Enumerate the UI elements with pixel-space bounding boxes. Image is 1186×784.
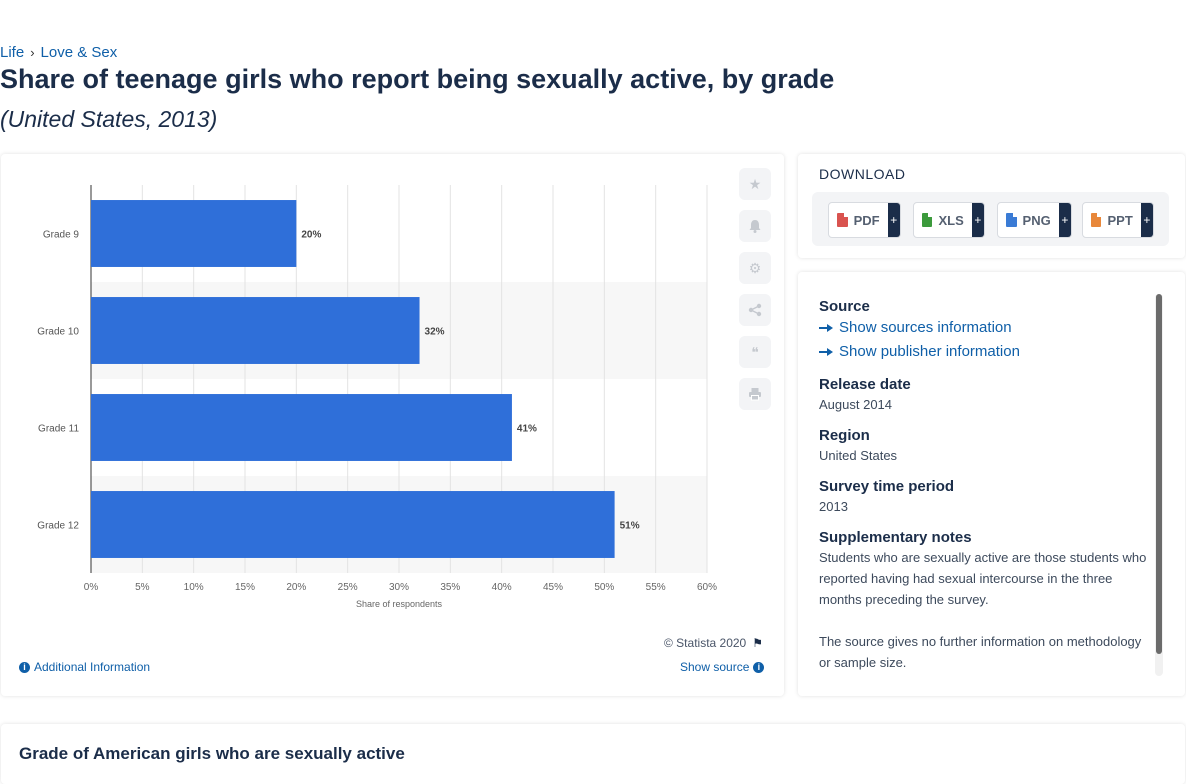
related-card: Grade of American girls who are sexually… — [1, 724, 1185, 784]
x-tick-label: 10% — [184, 582, 204, 593]
share-icon[interactable] — [739, 294, 771, 326]
source-heading: Source — [819, 298, 870, 315]
category-label: Grade 10 — [37, 327, 79, 338]
plus-icon: + — [887, 203, 900, 237]
release-date-value: August 2014 — [819, 397, 893, 412]
data-label: 20% — [301, 230, 321, 241]
download-buttons: PDF + XLS + PNG + PPT + — [812, 192, 1169, 246]
show-sources-label: Show sources information — [839, 319, 1012, 336]
arrow-right-icon — [819, 323, 833, 333]
show-publisher-link[interactable]: Show publisher information — [819, 340, 1149, 364]
print-icon[interactable] — [739, 378, 771, 410]
info-icon: i — [19, 661, 30, 673]
copyright-text: © Statista 2020 — [664, 636, 747, 650]
data-label: 41% — [517, 424, 537, 435]
breadcrumb-life[interactable]: Life — [0, 44, 25, 61]
download-xls-button[interactable]: XLS + — [913, 202, 985, 238]
png-file-icon — [1006, 213, 1017, 227]
x-axis-title: Share of respondents — [356, 599, 443, 609]
details-card: Source Show sources information Show pub… — [798, 272, 1185, 696]
show-publisher-label: Show publisher information — [839, 343, 1020, 360]
supplementary-notes-value: Students who are sexually active are tho… — [819, 550, 1147, 607]
show-source-label: Show source — [680, 660, 750, 674]
plus-icon: + — [1058, 203, 1071, 237]
download-pdf-label: PDF — [853, 212, 880, 228]
plus-icon: + — [971, 203, 984, 237]
category-label: Grade 11 — [38, 424, 79, 435]
star-icon[interactable]: ★ — [739, 168, 771, 200]
x-tick-label: 25% — [338, 582, 358, 593]
breadcrumb-love-sex[interactable]: Love & Sex — [40, 44, 118, 61]
download-ppt-button[interactable]: PPT + — [1082, 202, 1154, 238]
x-tick-label: 35% — [440, 582, 460, 593]
bell-icon[interactable] — [739, 210, 771, 242]
x-tick-label: 60% — [697, 582, 717, 593]
page-title: Share of teenage girls who report being … — [0, 64, 835, 94]
download-png-button[interactable]: PNG + — [997, 202, 1072, 238]
bar-chart: 0% 5% 10% 15% 20% 25% 30% 35% 40% 45% 50% 55% 60% Gra… — [37, 185, 717, 609]
region-value: United States — [819, 448, 898, 463]
xls-file-icon — [922, 213, 933, 227]
info-icon: i — [753, 661, 765, 673]
x-tick-label: 5% — [135, 582, 150, 593]
quote-icon[interactable]: ❝ — [739, 336, 771, 368]
breadcrumb: Life › Love & Sex — [0, 44, 117, 61]
flag-icon[interactable]: ⚑ — [752, 636, 763, 650]
additional-information-link[interactable]: i Additional Information — [19, 660, 150, 674]
related-title: Grade of American girls who are sexually… — [19, 744, 405, 763]
supplementary-notes-heading: Supplementary notes — [819, 529, 972, 546]
x-tick-label: 15% — [235, 582, 255, 593]
bar — [91, 491, 615, 558]
download-ppt-label: PPT — [1107, 212, 1133, 228]
additional-information-label: Additional Information — [34, 660, 151, 674]
chart-card: 0% 5% 10% 15% 20% 25% 30% 35% 40% 45% 50% 55% 60% Gra… — [1, 154, 784, 696]
details-content: Source Show sources information Show pub… — [819, 296, 1149, 673]
data-label: 51% — [620, 521, 640, 532]
show-source-link[interactable]: Show source i — [680, 660, 765, 674]
scrollbar-thumb[interactable] — [1156, 294, 1162, 654]
data-label: 32% — [425, 327, 445, 338]
download-png-label: PNG — [1022, 212, 1051, 228]
page-subtitle: (United States, 2013) — [0, 106, 218, 132]
category-label: Grade 9 — [43, 230, 80, 241]
arrow-right-icon — [819, 347, 833, 357]
survey-period-heading: Survey time period — [819, 478, 955, 495]
x-tick-label: 20% — [286, 582, 306, 593]
download-xls-label: XLS — [938, 212, 964, 228]
region-heading: Region — [819, 427, 870, 444]
x-tick-label: 50% — [594, 582, 614, 593]
download-pdf-button[interactable]: PDF + — [828, 202, 901, 238]
breadcrumb-separator: › — [30, 45, 35, 60]
x-tick-label: 45% — [543, 582, 563, 593]
ppt-file-icon — [1091, 213, 1102, 227]
show-sources-link[interactable]: Show sources information — [819, 316, 1149, 340]
category-label: Grade 12 — [37, 521, 79, 532]
download-title: DOWNLOAD — [819, 166, 906, 182]
supplementary-notes-extra: The source gives no further information … — [819, 634, 1142, 670]
survey-period-value: 2013 — [819, 499, 848, 514]
gear-icon[interactable]: ⚙ — [739, 252, 771, 284]
bar — [91, 200, 297, 267]
x-tick-label: 30% — [389, 582, 409, 593]
download-card: DOWNLOAD PDF + XLS + PNG + PPT + — [798, 154, 1185, 258]
copyright: © Statista 2020 ⚑ — [664, 636, 763, 650]
bar — [91, 297, 420, 364]
chart-toolbar: ★ ⚙ ❝ — [739, 168, 771, 410]
x-tick-label: 55% — [646, 582, 666, 593]
bar — [91, 394, 512, 461]
x-tick-label: 0% — [84, 582, 99, 593]
pdf-file-icon — [837, 213, 848, 227]
plus-icon: + — [1140, 203, 1153, 237]
release-date-heading: Release date — [819, 376, 911, 393]
x-tick-label: 40% — [492, 582, 512, 593]
